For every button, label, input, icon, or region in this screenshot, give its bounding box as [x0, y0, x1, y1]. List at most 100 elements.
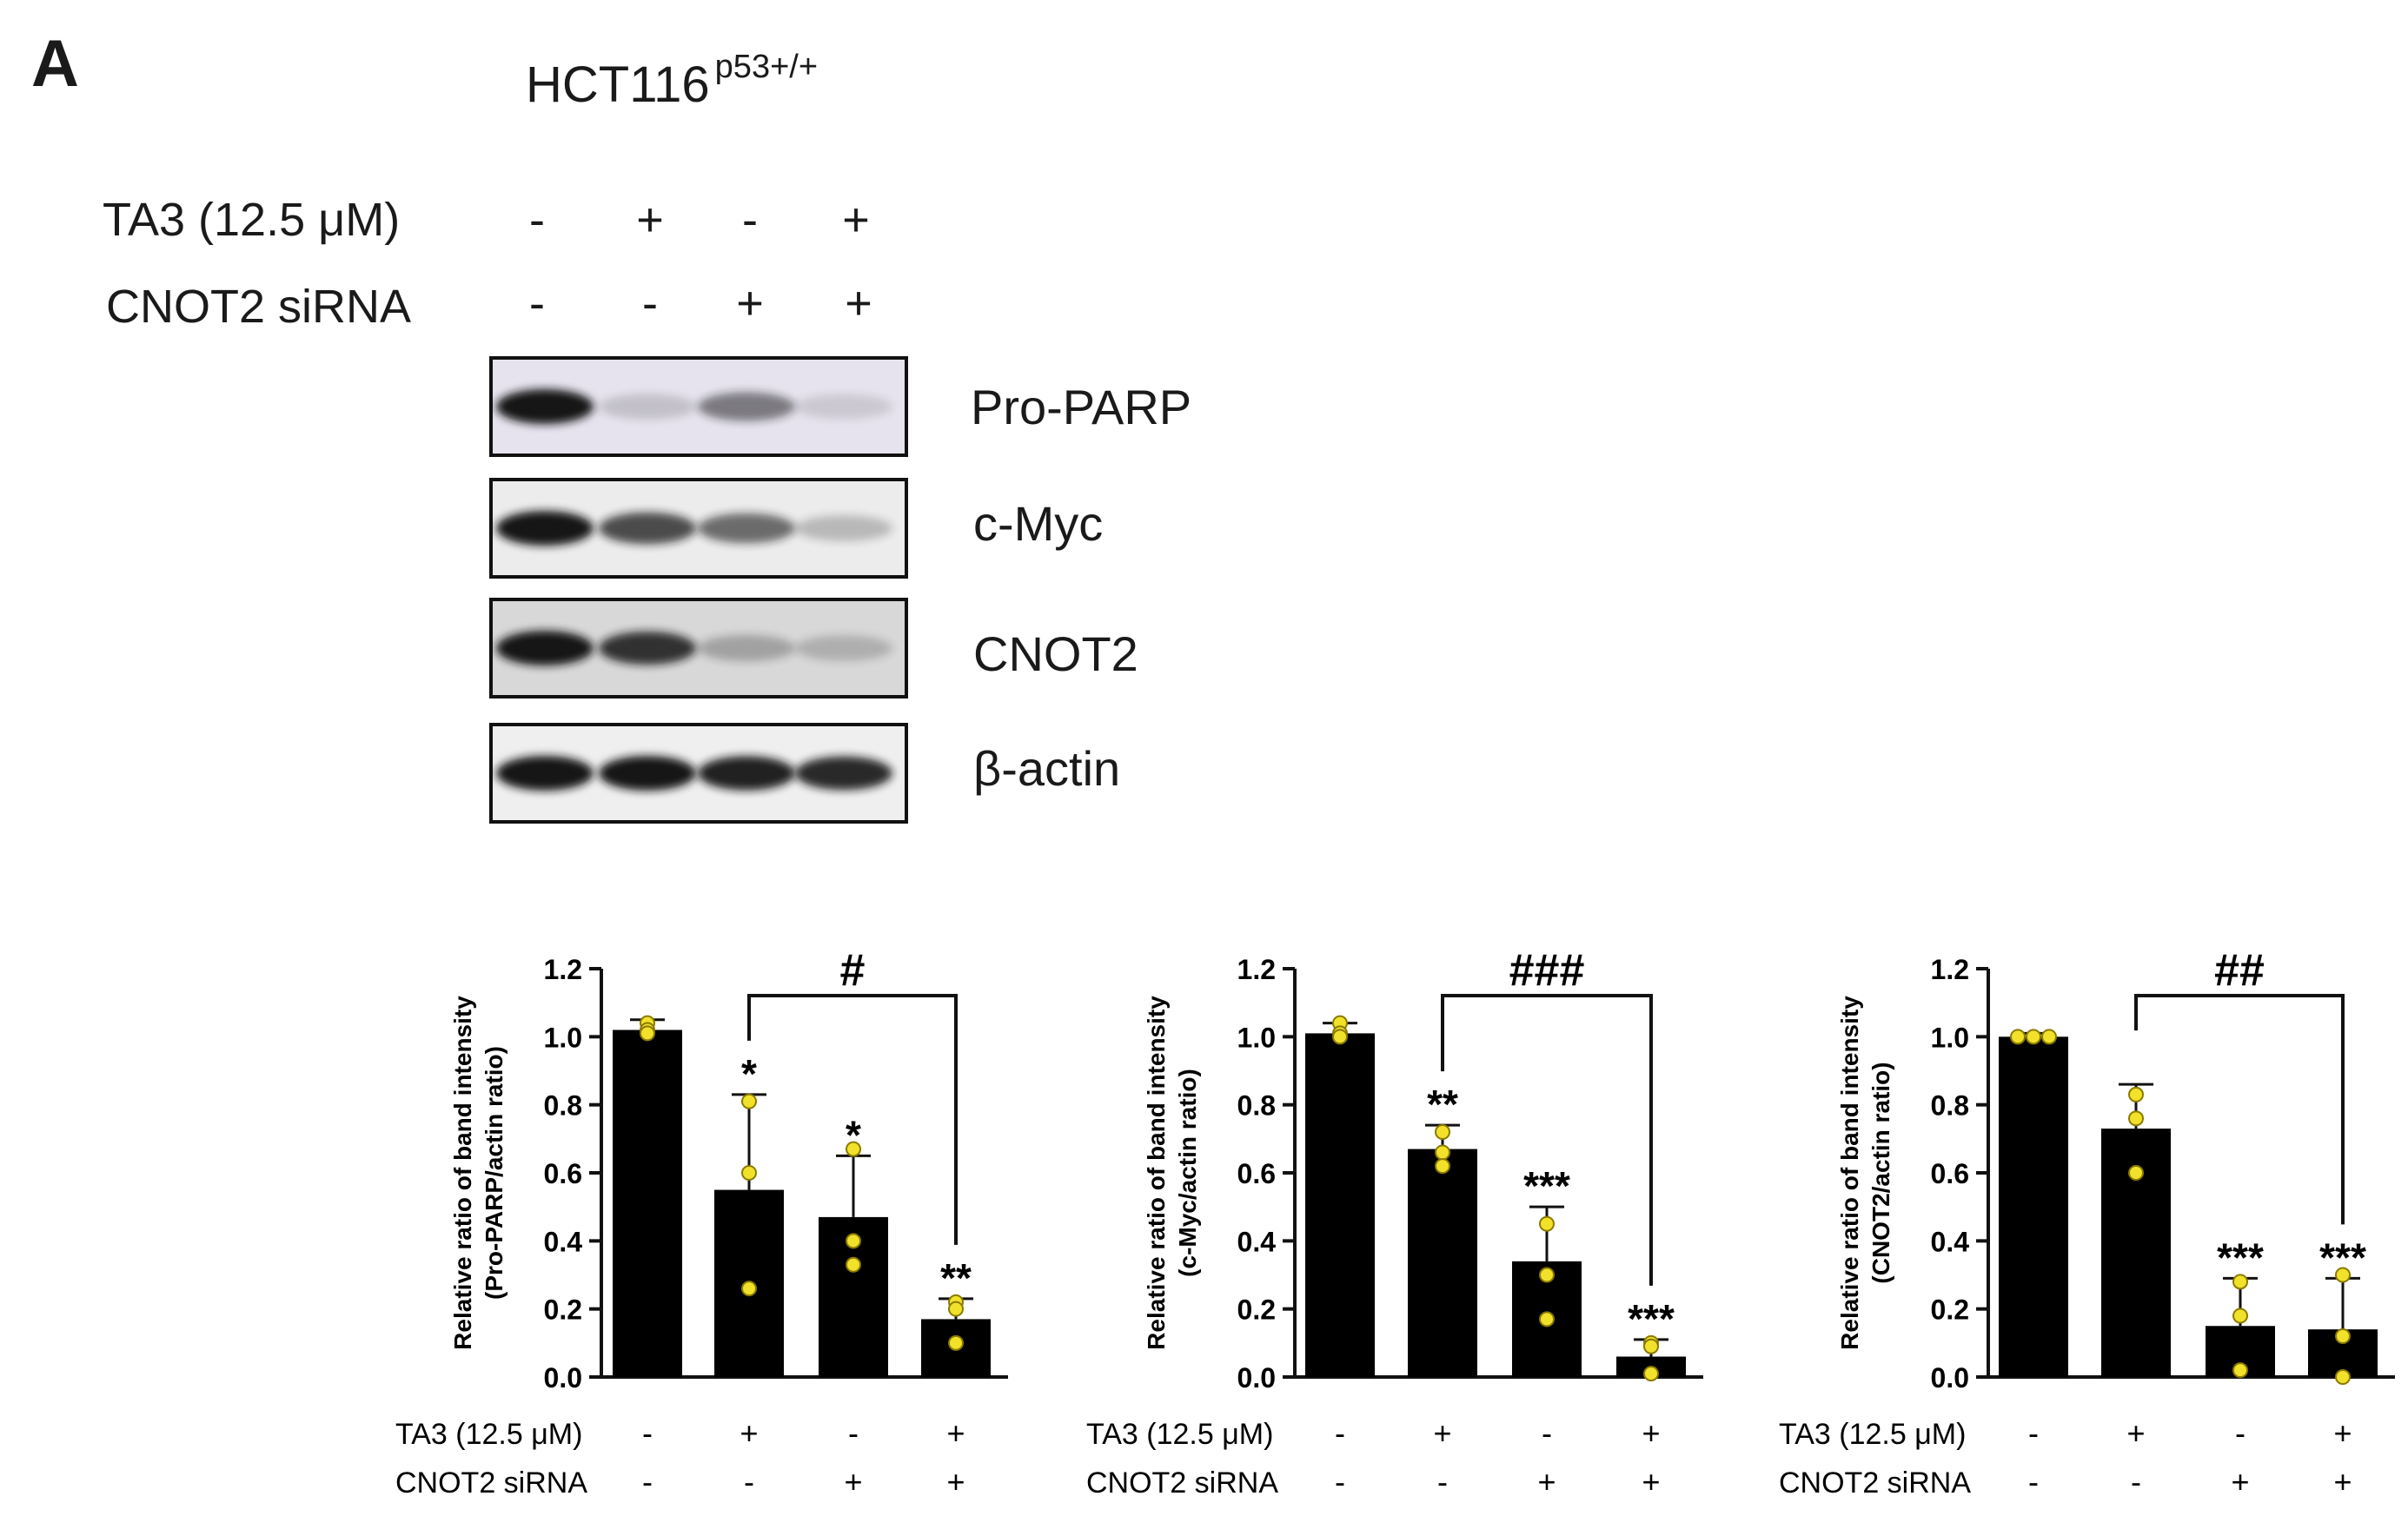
significance-bracket	[1441, 994, 1653, 1286]
significance-label: ***	[2319, 1235, 2366, 1280]
y-tick-label: 0.0	[1237, 1362, 1276, 1394]
bar	[1999, 1036, 2068, 1377]
blot-bands	[493, 726, 905, 820]
condition-row-label: TA3 (12.5 μM)	[1086, 1418, 1273, 1451]
significance-label: ***	[1628, 1296, 1675, 1341]
y-tick-label: 0.0	[1931, 1362, 1969, 1394]
blot-band	[496, 511, 594, 546]
y-tick-label: 0.4	[1931, 1226, 1970, 1257]
condition-row-symbol: -	[642, 1464, 653, 1500]
condition-row-symbol: -	[1335, 1415, 1345, 1451]
condition-symbol: -	[742, 194, 758, 246]
data-point	[2010, 1029, 2026, 1045]
blot-band	[599, 394, 696, 420]
blot-band	[496, 631, 594, 665]
data-point	[1539, 1311, 1555, 1327]
condition-row-symbol: -	[848, 1415, 859, 1451]
data-point	[2128, 1165, 2144, 1181]
panel-letter: A	[31, 27, 79, 101]
data-point	[2041, 1029, 2057, 1045]
bar	[613, 1030, 682, 1377]
blot-band	[599, 756, 696, 791]
condition-symbol: +	[636, 194, 664, 246]
condition-row-symbol: -	[1542, 1415, 1552, 1451]
significance-label: *	[741, 1051, 757, 1096]
blot-band	[698, 392, 795, 421]
condition-row-label: CNOT2 siRNA	[395, 1466, 587, 1500]
significance-bracket	[747, 994, 958, 1245]
condition-row-symbol: -	[2131, 1464, 2141, 1500]
blot-bands	[493, 360, 905, 454]
condition-row-symbol: +	[1433, 1415, 1451, 1451]
condition-label-sirna: CNOT2 siRNA	[106, 281, 412, 333]
data-point	[1539, 1215, 1555, 1232]
condition-row-symbol: +	[1537, 1464, 1556, 1500]
y-tick-label: 0.8	[1237, 1090, 1276, 1122]
y-axis-label: (Pro-PARP/actin ratio)	[481, 1046, 507, 1300]
data-point	[1435, 1124, 1450, 1140]
data-point	[2128, 1110, 2144, 1127]
blot-c-myc	[489, 478, 908, 579]
y-axis-label: (c-Myc/actin ratio)	[1174, 1069, 1201, 1277]
blot-beta-actin	[489, 723, 908, 824]
blot-band	[599, 631, 696, 665]
blot-label-cnot2: CNOT2	[973, 626, 1138, 681]
bar-chart-2: 0.0 0.2 0.4 0.6 0.8 1.0 1.2 Relative ratio of b…	[1086, 945, 1703, 1500]
bar	[1305, 1033, 1375, 1377]
blot-band	[599, 512, 696, 545]
condition-row-label: TA3 (12.5 μM)	[1779, 1418, 1966, 1451]
condition-row-symbol: +	[2333, 1415, 2352, 1451]
data-point	[2335, 1328, 2351, 1344]
data-point	[2026, 1029, 2041, 1045]
condition-row-symbol: -	[2235, 1415, 2245, 1451]
cell-line-name: HCT116	[526, 56, 710, 113]
data-point	[2232, 1274, 2248, 1290]
blot-band	[795, 515, 892, 541]
y-tick-label: 1.2	[1237, 954, 1276, 985]
blot-label-pro-parp: Pro-PARP	[971, 380, 1192, 434]
significance-label: ***	[1523, 1163, 1570, 1208]
blot-bands	[493, 601, 905, 695]
condition-row-symbol: +	[740, 1415, 758, 1451]
y-axis-label: Relative ratio of band intensity	[1836, 996, 1863, 1350]
condition-row-symbol: +	[2231, 1464, 2249, 1500]
blot-band	[698, 634, 795, 662]
condition-symbol: +	[842, 194, 870, 246]
y-tick-label: 1.0	[1931, 1022, 1969, 1053]
condition-row-symbol: +	[946, 1415, 965, 1451]
blot-band	[795, 756, 892, 791]
data-point	[640, 1025, 655, 1042]
blot-band	[698, 513, 795, 544]
condition-row-symbol: +	[2126, 1415, 2145, 1451]
condition-row-symbol: -	[2028, 1464, 2039, 1500]
cell-line-title: HCT116 p53+/+	[526, 49, 818, 114]
data-point	[1435, 1158, 1450, 1175]
data-point	[741, 1165, 757, 1181]
significance-bracket	[2134, 994, 2345, 1225]
blot-pro-parp	[489, 356, 908, 457]
y-tick-label: 0.6	[1237, 1158, 1276, 1189]
cell-line-genotype: p53+/+	[714, 49, 819, 85]
blot-band	[496, 756, 594, 791]
bar	[1408, 1149, 1477, 1377]
data-point	[846, 1256, 861, 1273]
bar-chart-1: 0.0 0.2 0.4 0.6 0.8 1.0 1.2 Relative ratio of b…	[395, 945, 1008, 1500]
data-point	[2128, 1086, 2144, 1102]
significance-label: ***	[2217, 1235, 2264, 1280]
data-point	[1435, 1144, 1450, 1161]
y-axis-label: Relative ratio of band intensity	[1143, 996, 1170, 1350]
condition-symbol: -	[529, 277, 545, 329]
data-point	[2232, 1362, 2248, 1379]
condition-row-label: CNOT2 siRNA	[1086, 1466, 1278, 1500]
data-point	[2335, 1369, 2351, 1385]
bracket-label: ###	[1509, 945, 1585, 996]
condition-row-symbol: -	[1335, 1464, 1345, 1500]
bracket-label: ##	[2214, 945, 2265, 996]
blot-label-c-myc: c-Myc	[973, 496, 1104, 551]
condition-row-symbol: -	[744, 1464, 754, 1500]
data-point	[741, 1093, 757, 1109]
condition-row-symbol: +	[946, 1464, 965, 1500]
condition-label-ta3: TA3 (12.5 μM)	[103, 194, 401, 246]
y-tick-label: 0.8	[1931, 1090, 1969, 1122]
